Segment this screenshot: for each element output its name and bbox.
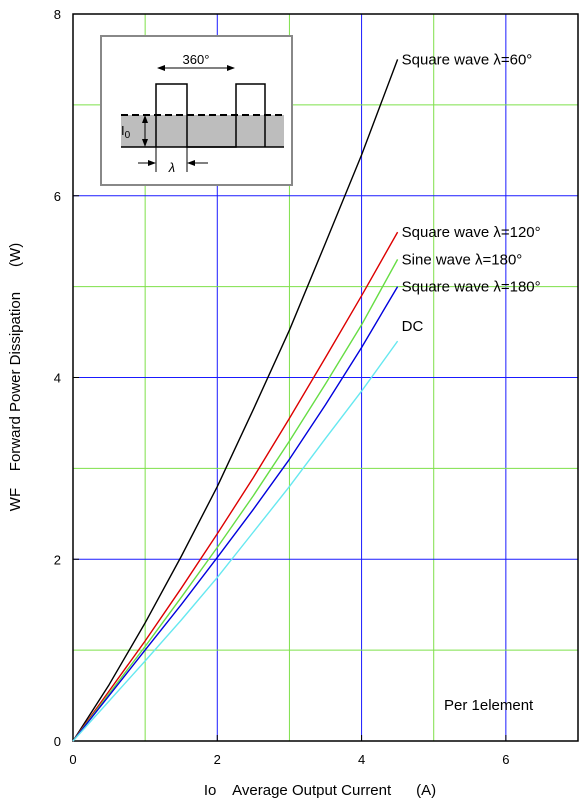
series-line-3 <box>72 286 399 742</box>
x-axis-label: Io Average Output Current (A) <box>204 782 436 799</box>
inset-current-label: I0 <box>121 123 131 141</box>
y-axis-label: WF Forward Power Dissipation (W) <box>7 243 24 511</box>
series-label-3: Square wave λ=180° <box>402 279 541 296</box>
inset-width-label: λ <box>168 160 175 175</box>
series-label-4: DC <box>402 318 424 335</box>
series-label-2: Sine wave λ=180° <box>402 251 523 268</box>
inset-period-arrowhead-right <box>227 65 235 71</box>
y-tick-label: 0 <box>54 734 61 749</box>
y-tick-label: 2 <box>54 552 61 567</box>
y-tick-label: 6 <box>54 189 61 204</box>
series-line-2 <box>72 259 399 742</box>
inset-current-arrowhead-top <box>142 115 148 123</box>
series-line-1 <box>72 231 399 742</box>
inset-width-arrowhead-right <box>187 160 195 166</box>
series-label-0: Square wave λ=60° <box>402 51 533 68</box>
series-line-4 <box>72 340 399 742</box>
x-tick-label: 2 <box>214 752 221 767</box>
inset-current-arrowhead-bottom <box>142 139 148 147</box>
y-tick-label: 8 <box>54 7 61 22</box>
inset-period-arrowhead-left <box>157 65 165 71</box>
series-label-1: Square wave λ=120° <box>402 224 541 241</box>
tick-labels: 0 2 4 6 0 2 4 6 8 <box>54 7 510 767</box>
x-tick-label: 4 <box>358 752 365 767</box>
inset-average-band <box>121 115 284 147</box>
annotation-per-element: Per 1element <box>444 697 534 714</box>
y-tick-label: 4 <box>54 371 61 386</box>
inset-pulse-train <box>155 83 266 148</box>
waveform-inset: 360° I0 λ <box>100 35 293 186</box>
x-tick-label: 6 <box>502 752 509 767</box>
inset-width-arrowhead-left <box>148 160 156 166</box>
inset-frame <box>100 35 293 186</box>
inset-period-label: 360° <box>183 52 210 67</box>
series-lines <box>72 59 399 742</box>
x-tick-label: 0 <box>69 752 76 767</box>
series-line-0 <box>72 59 399 742</box>
series-labels: Square wave λ=60° Square wave λ=120° Sine … <box>402 51 541 335</box>
